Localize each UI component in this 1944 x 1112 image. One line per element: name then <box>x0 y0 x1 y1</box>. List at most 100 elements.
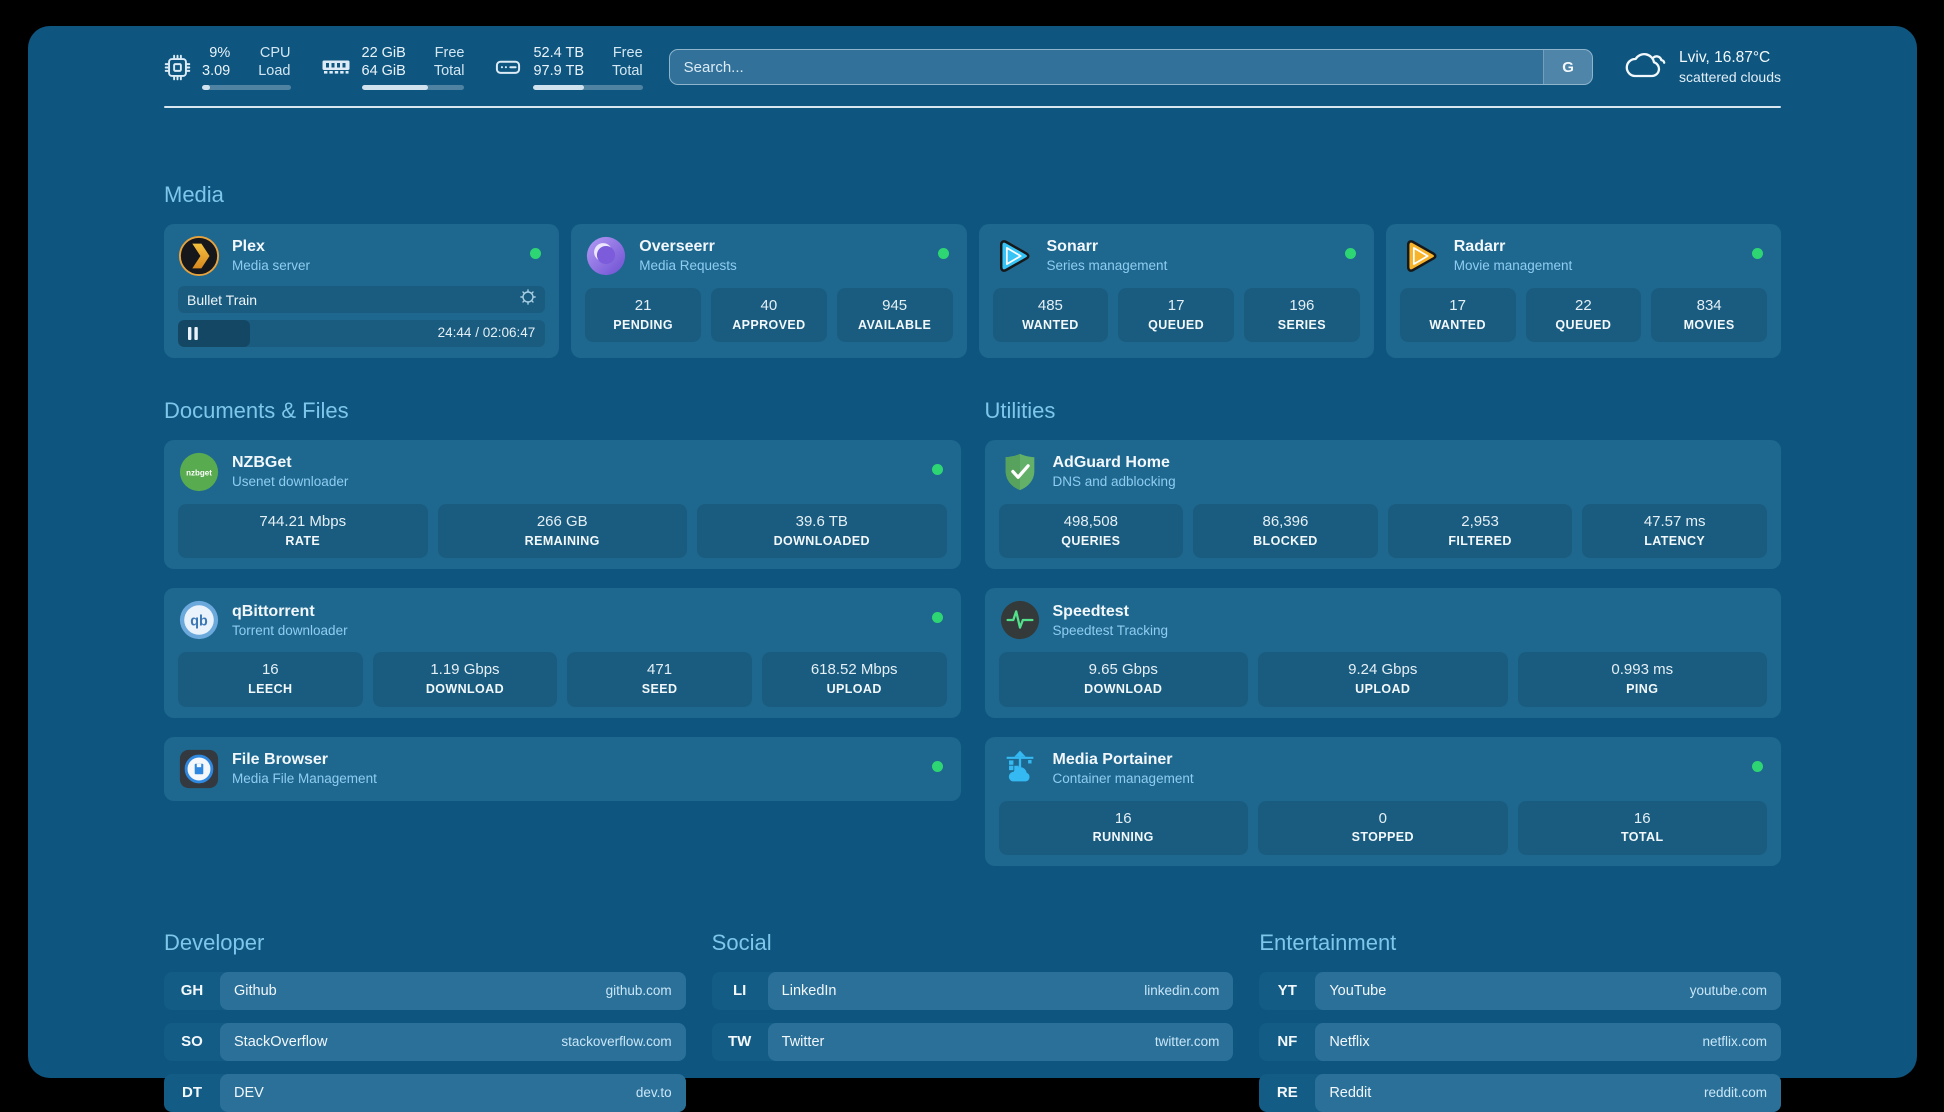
qbittorrent-status-dot <box>932 612 943 623</box>
session-settings-icon[interactable] <box>520 289 536 310</box>
sonarr-status-dot <box>1345 248 1356 259</box>
link-github-domain: github.com <box>606 983 672 998</box>
plex-playback-time: 24:44 / 02:06:47 <box>438 325 536 340</box>
link-stackoverflow[interactable]: SO StackOverflow stackoverflow.com <box>164 1023 686 1061</box>
plex-now-playing-title: Bullet Train <box>187 292 257 308</box>
svg-text:qb: qb <box>190 614 208 630</box>
ram-progress-fill <box>362 85 429 90</box>
nzbget-desc: Usenet downloader <box>232 473 348 491</box>
speedtest-stat-ping: 0.993 ms PING <box>1518 652 1768 706</box>
disk-progress-fill <box>533 85 583 90</box>
speedtest-stat-download: 9.65 Gbps DOWNLOAD <box>999 652 1249 706</box>
link-netflix-name: Netflix <box>1329 1034 1369 1050</box>
qbittorrent-stat-leech: 16 LEECH <box>178 652 363 706</box>
card-qbittorrent[interactable]: qb qBittorrent Torrent downloader 16 LEE… <box>164 588 961 717</box>
link-dev[interactable]: DT DEV dev.to <box>164 1074 686 1112</box>
portainer-status-dot <box>1752 761 1763 772</box>
link-reddit[interactable]: RE Reddit reddit.com <box>1259 1074 1781 1112</box>
plex-desc: Media server <box>232 257 310 275</box>
topbar-divider <box>164 106 1781 108</box>
disk-icon <box>494 53 522 81</box>
radarr-stat-queued: 22 QUEUED <box>1526 288 1642 342</box>
portainer-stat-stopped: 0 STOPPED <box>1258 801 1508 855</box>
link-linkedin[interactable]: LI LinkedIn linkedin.com <box>712 972 1234 1010</box>
filebrowser-desc: Media File Management <box>232 770 377 788</box>
sonarr-icon <box>993 235 1035 277</box>
link-stackoverflow-domain: stackoverflow.com <box>561 1034 671 1049</box>
adguard-stat-latency: 47.57 ms LATENCY <box>1582 504 1767 558</box>
plex-progress-bar[interactable]: 24:44 / 02:06:47 <box>178 320 545 347</box>
weather-location-temp: Lviv, 16.87°C <box>1679 48 1781 68</box>
ram-progress-bar <box>362 85 465 90</box>
overseerr-stat-approved: 40 APPROVED <box>711 288 827 342</box>
card-nzbget[interactable]: nzbget NZBGet Usenet downloader 744.21 M… <box>164 440 961 569</box>
plex-name: Plex <box>232 237 310 257</box>
cpu-usage-value: 9% <box>209 44 230 62</box>
sonarr-name: Sonarr <box>1047 237 1168 257</box>
overseerr-stat-available: 945 AVAILABLE <box>837 288 953 342</box>
disk-free-value: 52.4 TB <box>533 44 584 62</box>
link-reddit-name: Reddit <box>1329 1085 1371 1101</box>
link-youtube[interactable]: YT YouTube youtube.com <box>1259 972 1781 1010</box>
ram-total-value: 64 GiB <box>362 62 406 80</box>
card-portainer[interactable]: Media Portainer Container management 16 … <box>985 737 1782 866</box>
ram-icon <box>321 56 351 78</box>
cpu-stat: 9% 3.09 CPU Load <box>164 44 291 90</box>
card-sonarr[interactable]: Sonarr Series management 485 WANTED 17 Q… <box>979 224 1374 358</box>
cpu-icon <box>164 54 191 81</box>
link-twitter[interactable]: TW Twitter twitter.com <box>712 1023 1234 1061</box>
link-linkedin-abbr: LI <box>712 972 768 1010</box>
disk-stat: 52.4 TB 97.9 TB Free Total <box>494 44 642 90</box>
section-title-media: Media <box>164 182 1781 208</box>
link-github-abbr: GH <box>164 972 220 1010</box>
card-radarr[interactable]: Radarr Movie management 17 WANTED 22 QUE… <box>1386 224 1781 358</box>
card-overseerr[interactable]: Overseerr Media Requests 21 PENDING 40 A… <box>571 224 966 358</box>
link-github-name: Github <box>234 983 277 999</box>
section-title-developer: Developer <box>164 930 686 956</box>
card-plex[interactable]: Plex Media server Bullet Train <box>164 224 559 358</box>
cpu-load-label: Load <box>258 62 290 80</box>
card-filebrowser[interactable]: File Browser Media File Management <box>164 737 961 801</box>
search-input[interactable] <box>669 49 1593 85</box>
top-bar: 9% 3.09 CPU Load <box>164 44 1781 90</box>
section-documents: Documents & Files nzbget NZBGet U <box>164 398 961 865</box>
radarr-stat-movies: 834 MOVIES <box>1651 288 1767 342</box>
section-entertainment: Entertainment YT YouTube youtube.com NF … <box>1259 930 1781 1112</box>
radarr-desc: Movie management <box>1454 257 1573 275</box>
sonarr-desc: Series management <box>1047 257 1168 275</box>
adguard-stat-queries: 498,508 QUERIES <box>999 504 1184 558</box>
search-engine-button[interactable]: G <box>1543 50 1592 84</box>
overseerr-desc: Media Requests <box>639 257 737 275</box>
link-linkedin-name: LinkedIn <box>782 983 837 999</box>
section-utilities: Utilities AdGuard Home <box>985 398 1782 865</box>
link-github[interactable]: GH Github github.com <box>164 972 686 1010</box>
sonarr-stat-series: 196 SERIES <box>1244 288 1360 342</box>
link-netflix[interactable]: NF Netflix netflix.com <box>1259 1023 1781 1061</box>
link-netflix-domain: netflix.com <box>1702 1034 1767 1049</box>
pause-icon[interactable] <box>187 326 199 346</box>
disk-total-label: Total <box>612 62 643 80</box>
adguard-stat-filtered: 2,953 FILTERED <box>1388 504 1573 558</box>
weather-widget[interactable]: Lviv, 16.87°C scattered clouds <box>1623 48 1781 86</box>
link-reddit-domain: reddit.com <box>1704 1085 1767 1100</box>
overseerr-stat-pending: 21 PENDING <box>585 288 701 342</box>
cpu-progress-bar <box>202 85 291 90</box>
card-adguard[interactable]: AdGuard Home DNS and adblocking 498,508 … <box>985 440 1782 569</box>
radarr-name: Radarr <box>1454 237 1573 257</box>
sonarr-stat-queued: 17 QUEUED <box>1118 288 1234 342</box>
qbittorrent-stat-seed: 471 SEED <box>567 652 752 706</box>
portainer-name: Media Portainer <box>1053 750 1194 770</box>
portainer-stat-running: 16 RUNNING <box>999 801 1249 855</box>
dashboard: 9% 3.09 CPU Load <box>28 26 1917 1078</box>
card-speedtest[interactable]: Speedtest Speedtest Tracking 9.65 Gbps D… <box>985 588 1782 717</box>
nzbget-name: NZBGet <box>232 453 348 473</box>
link-reddit-abbr: RE <box>1259 1074 1315 1112</box>
cloud-icon <box>1623 49 1667 86</box>
link-twitter-abbr: TW <box>712 1023 768 1061</box>
overseerr-name: Overseerr <box>639 237 737 257</box>
filebrowser-icon <box>178 748 220 790</box>
link-youtube-abbr: YT <box>1259 972 1315 1010</box>
portainer-icon <box>999 748 1041 790</box>
link-dev-name: DEV <box>234 1085 264 1101</box>
plex-icon <box>178 235 220 277</box>
